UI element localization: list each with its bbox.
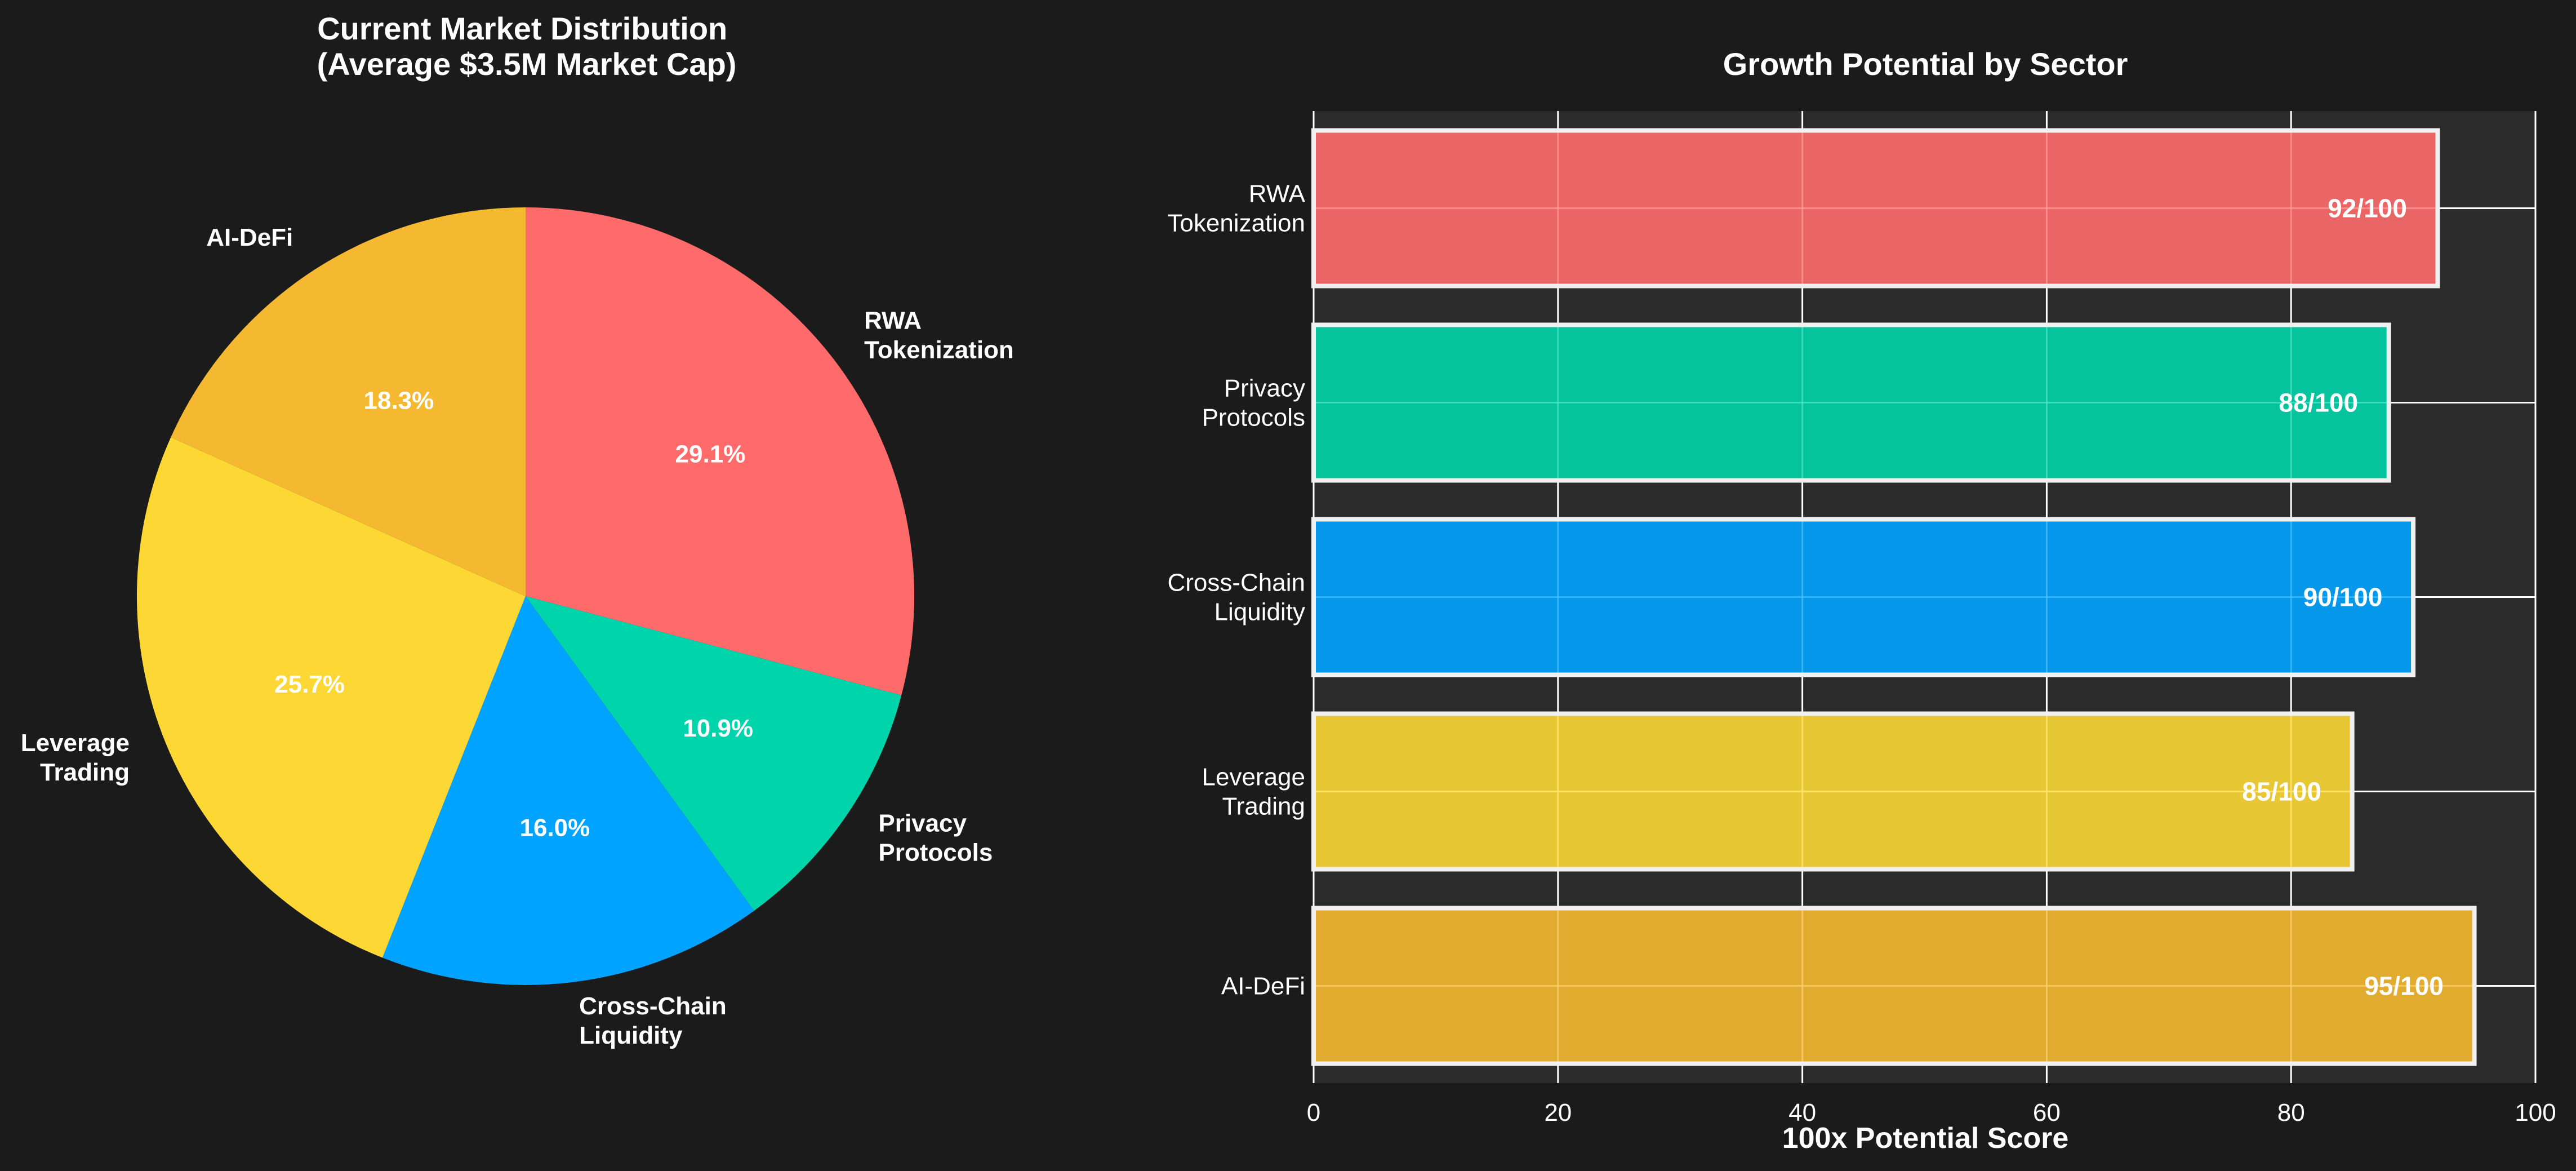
pie-percent-labels: 29.1% 10.9% 16.0% 25.7% 18.3%: [274, 387, 753, 842]
pie-title-line-2: (Average $3.5M Market Cap): [317, 46, 737, 82]
bar-x-tick-labels: 0 20 40 60 80 100: [1307, 1099, 2556, 1126]
bar-value-label-leverage-trading: 85/100: [2242, 777, 2321, 806]
bar-x-tick-label-20: 20: [1544, 1099, 1572, 1126]
pie-category-label-ai-defi: AI-DeFi: [206, 224, 293, 251]
bar-x-tick-label-0: 0: [1307, 1099, 1320, 1126]
pie-category-label-rwa-tokenization: RWA Tokenization: [864, 307, 1014, 364]
pie-category-label-line: AI-DeFi: [206, 224, 293, 251]
pie-category-label-line: RWA: [864, 307, 922, 335]
pie-category-label-leverage-trading: Leverage Trading: [21, 729, 130, 786]
bar-y-tick-label-line: RWA: [1249, 180, 1306, 208]
bar-x-tick-label-80: 80: [2277, 1099, 2305, 1126]
pie-slice-cross-chain-liquidity: [382, 596, 754, 985]
pie-category-label-line: Leverage: [21, 729, 130, 757]
bar-x-tick-label-40: 40: [1788, 1099, 1816, 1126]
bar-value-label-rwa-tokenization: 92/100: [2328, 194, 2407, 223]
bar-y-tick-label-line: Protocols: [1202, 404, 1305, 432]
bar-y-tick-label-leverage-trading: Leverage Trading: [1202, 764, 1305, 820]
bar-value-label-cross-chain-liquidity: 90/100: [2303, 583, 2383, 612]
pie-category-label-line: Privacy: [878, 810, 967, 837]
pie-category-label-line: Trading: [40, 759, 130, 786]
bar-y-tick-label-line: Cross-Chain: [1167, 569, 1305, 597]
pie-percent-label-privacy-protocols: 10.9%: [683, 715, 753, 742]
bar-value-label-privacy-protocols: 88/100: [2279, 388, 2358, 418]
pie-title-line-1: Current Market Distribution: [317, 11, 727, 46]
bar-inner-grid: [1316, 132, 2472, 1062]
pie-category-label-line: Cross-Chain: [579, 992, 727, 1020]
pie-category-label-line: Tokenization: [864, 336, 1014, 364]
bar-chart: Growth Potential by Sector 92/10088/1009…: [1167, 46, 2556, 1155]
pie-category-label-line: Liquidity: [579, 1022, 683, 1049]
pie-chart: Current Market Distribution (Average $3.…: [21, 11, 1014, 1049]
bar-ai-defi: [1311, 906, 2477, 1066]
bar-y-tick-label-cross-chain-liquidity: Cross-Chain Liquidity: [1167, 569, 1305, 626]
bar-rwa-tokenization: [1311, 128, 2440, 289]
pie-percent-label-cross-chain-liquidity: 16.0%: [520, 814, 590, 842]
pie-title: Current Market Distribution (Average $3.…: [317, 11, 737, 82]
bar-y-tick-label-privacy-protocols: Privacy Protocols: [1202, 375, 1305, 432]
pie-percent-label-ai-defi: 18.3%: [364, 387, 434, 415]
pie-slices: [137, 207, 914, 985]
pie-slice-leverage-trading: [137, 437, 526, 958]
bar-y-tick-label-line: Liquidity: [1214, 598, 1305, 626]
pie-category-label-cross-chain-liquidity: Cross-Chain Liquidity: [579, 992, 727, 1049]
pie-category-labels: RWA Tokenization Privacy Protocols Cross-Cha…: [21, 224, 1014, 1049]
bar-y-tick-label-rwa-tokenization: RWA Tokenization: [1167, 180, 1305, 237]
bar-privacy-protocols: [1311, 322, 2391, 483]
bar-x-axis-title: 100x Potential Score: [1782, 1122, 2069, 1155]
pie-percent-label-rwa-tokenization: 29.1%: [675, 440, 746, 468]
bar-leverage-trading: [1311, 711, 2355, 872]
bar-y-tick-labels: RWA Tokenization Privacy Protocols Cross-Cha…: [1167, 180, 1305, 1000]
bar-value-labels: 92/100 88/100 90/100 85/100 95/100: [2242, 194, 2444, 1001]
bar-x-tick-label-100: 100: [2515, 1099, 2556, 1126]
pie-slice-ai-defi: [171, 207, 526, 596]
bar-y-tick-label-line: Tokenization: [1167, 210, 1305, 237]
bar-y-tick-label-line: Trading: [1222, 793, 1305, 820]
bar-bars: [1311, 128, 2477, 1066]
bar-value-label-ai-defi: 95/100: [2364, 972, 2444, 1001]
bar-title: Growth Potential by Sector: [1723, 46, 2128, 82]
pie-category-label-line: Protocols: [878, 839, 993, 867]
pie-percent-label-leverage-trading: 25.7%: [274, 671, 345, 698]
bar-y-tick-label-line: AI-DeFi: [1221, 973, 1305, 1000]
bar-y-tick-label-ai-defi: AI-DeFi: [1221, 973, 1305, 1000]
bar-x-tick-label-60: 60: [2033, 1099, 2061, 1126]
pie-slice-rwa-tokenization: [526, 207, 914, 695]
pie-category-label-privacy-protocols: Privacy Protocols: [878, 810, 993, 867]
pie-slice-privacy-protocols: [526, 596, 902, 911]
bar-y-tick-label-line: Privacy: [1224, 375, 1305, 402]
bar-cross-chain-liquidity: [1311, 517, 2416, 677]
bar-y-tick-label-line: Leverage: [1202, 764, 1305, 791]
